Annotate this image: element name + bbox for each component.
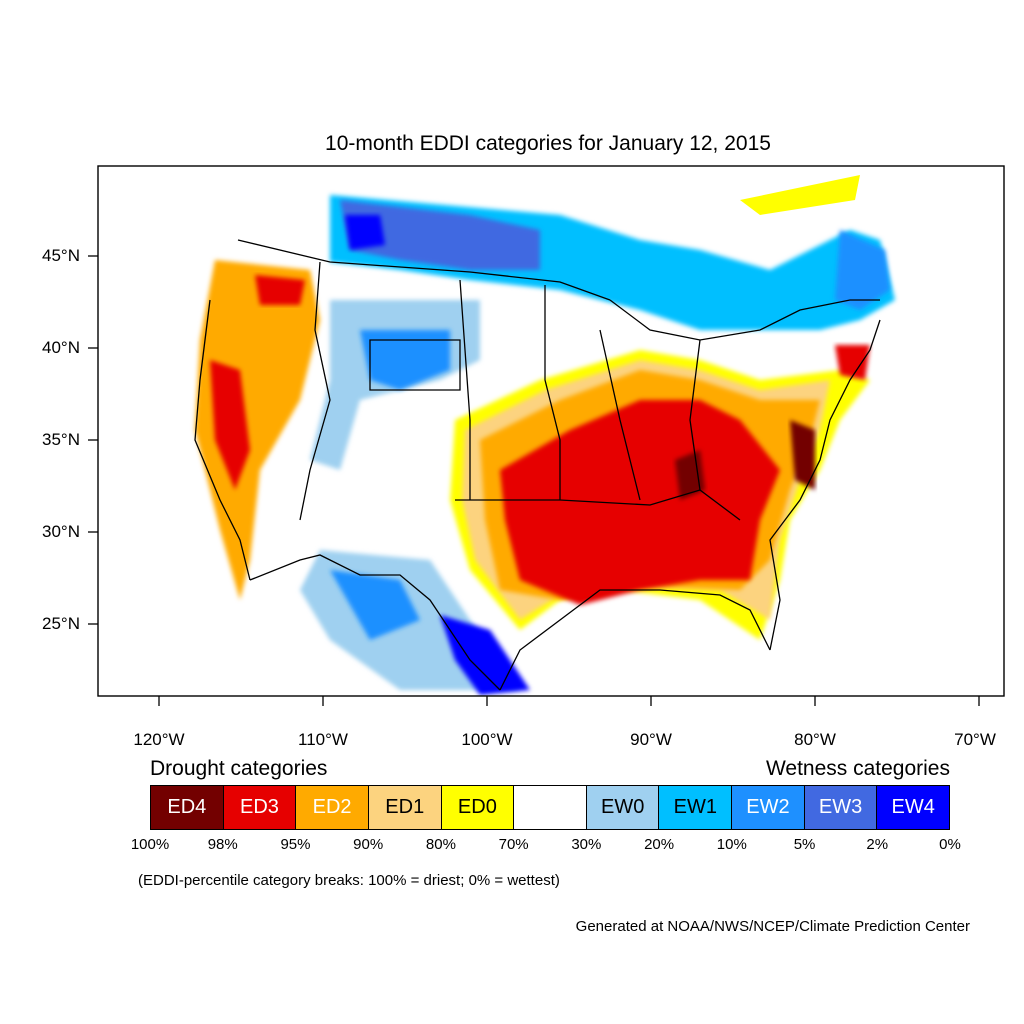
dry-ed3 xyxy=(500,400,780,605)
legend-cell-ed0: ED0 xyxy=(441,786,515,829)
lat-label-35: 35°N xyxy=(42,430,80,449)
legend-cell-ed3: ED3 xyxy=(223,786,297,829)
dry-oregon-ed3 xyxy=(255,275,305,305)
lon-label-120: 120°W xyxy=(133,730,185,749)
drought-heading: Drought categories xyxy=(150,757,328,780)
legend-break-label: 70% xyxy=(498,836,529,853)
axis-ticks xyxy=(88,255,980,706)
wet-north-ew4 xyxy=(345,215,385,250)
legend-break-label: 5% xyxy=(793,836,816,853)
credit-line: Generated at NOAA/NWS/NCEP/Climate Predi… xyxy=(575,918,970,935)
map-title: 10-month EDDI categories for January 12,… xyxy=(325,132,771,155)
dry-westcoast-ed3 xyxy=(210,360,250,490)
wet-southwest-ew2 xyxy=(330,570,420,640)
legend-cell-ew1: EW1 xyxy=(659,786,733,829)
legend-cell-ew2: EW2 xyxy=(732,786,805,829)
dry-ed4-east xyxy=(790,420,815,490)
dry-ed4-ohio xyxy=(675,450,705,500)
wetness-heading: Wetness categories xyxy=(765,757,950,780)
legend-break-label: 80% xyxy=(425,836,456,853)
wet-rockies-core xyxy=(360,330,450,390)
legend-cell-ew0: EW0 xyxy=(586,786,660,829)
lat-label-30: 30°N xyxy=(42,522,80,541)
dry-canada-ed0 xyxy=(740,175,860,215)
lat-label-40: 40°N xyxy=(42,338,80,357)
legend-cell-ed4: ED4 xyxy=(151,786,224,829)
wet-north-ew3 xyxy=(340,200,540,270)
map-frame xyxy=(97,165,1005,697)
legend-break-label: 0% xyxy=(939,836,961,853)
boundary-lines xyxy=(194,239,881,691)
legend-break-label: 20% xyxy=(644,836,675,853)
legend-cell-ew3: EW3 xyxy=(804,786,878,829)
legend-cell-ew4: EW4 xyxy=(877,786,950,829)
lon-label-90: 90°W xyxy=(630,730,672,749)
legend-break-label: 95% xyxy=(280,836,311,853)
lon-label-80: 80°W xyxy=(794,730,836,749)
legend-break-label: 90% xyxy=(353,836,384,853)
dry-westcoast-ed1 xyxy=(195,260,320,600)
legend-note: (EDDI-percentile category breaks: 100% =… xyxy=(138,872,560,889)
lon-label-100: 100°W xyxy=(461,730,513,749)
legend-cell-ed2: ED2 xyxy=(296,786,369,829)
legend-break-label: 2% xyxy=(866,836,889,853)
legend-break-label: 98% xyxy=(207,836,238,853)
lon-label-70: 70°W xyxy=(954,730,996,749)
lat-label-45: 45°N xyxy=(42,246,80,265)
legend-cell-neutral xyxy=(514,786,587,829)
dry-northeast-ed3 xyxy=(835,345,870,380)
legend-break-label: 10% xyxy=(716,836,747,853)
lat-label-25: 25°N xyxy=(42,614,80,633)
legend-cell-ed1: ED1 xyxy=(368,786,442,829)
legend-colorbar: ED4 ED3 ED2 ED1 ED0 EW0 EW1 EW2 EW3 EW4 xyxy=(150,785,950,830)
eddi-shading xyxy=(190,175,895,696)
legend-break-label: 30% xyxy=(571,836,602,853)
wet-northeast xyxy=(835,230,890,310)
legend-break-label: 100% xyxy=(130,836,170,853)
lon-label-110: 110°W xyxy=(298,730,348,749)
